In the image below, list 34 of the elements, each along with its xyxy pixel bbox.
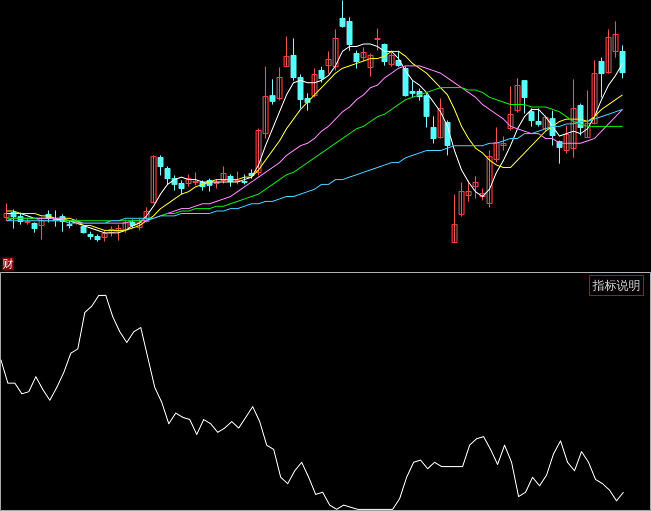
candlestick	[270, 78, 276, 106]
candlestick	[276, 67, 282, 101]
candlestick	[158, 154, 164, 176]
candlestick	[220, 166, 226, 184]
text: 财	[2, 258, 14, 270]
candlestick	[32, 222, 38, 234]
candlestick	[522, 80, 528, 114]
candlestick	[620, 45, 626, 79]
candlestick	[136, 218, 142, 231]
candlestick	[452, 194, 458, 243]
candlestick	[444, 120, 450, 156]
candlestick	[528, 108, 534, 128]
candlestick	[374, 28, 380, 52]
candlestick	[242, 174, 248, 185]
text: 指标说明	[592, 278, 640, 292]
candlestick	[284, 36, 290, 68]
candlestick	[312, 68, 318, 98]
candlestick	[102, 230, 108, 242]
candlestick	[234, 171, 240, 185]
candlestick	[388, 50, 394, 68]
candlestick	[598, 57, 604, 98]
candlestick	[144, 206, 150, 223]
candlestick	[354, 50, 360, 69]
candlestick	[536, 108, 542, 128]
candlestick	[4, 203, 10, 221]
candlestick	[542, 114, 548, 131]
candlestick	[38, 217, 44, 240]
candlestick	[514, 78, 520, 114]
candlestick	[430, 116, 436, 144]
candlestick	[508, 86, 514, 131]
candlestick	[150, 154, 156, 204]
candlestick	[438, 98, 444, 139]
candlestick	[318, 66, 324, 84]
candlestick	[472, 176, 478, 199]
